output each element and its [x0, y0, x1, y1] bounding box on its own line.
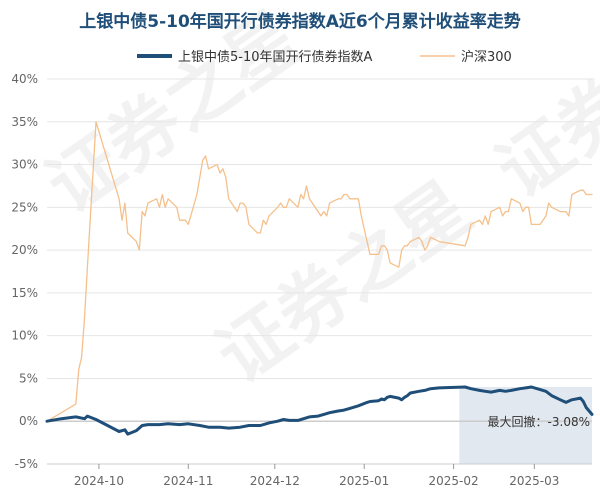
legend-label-fund[interactable]: 上银中债5-10年国开行债券指数A [178, 49, 373, 65]
y-tick-label: 35% [11, 115, 38, 129]
y-tick-label: 0% [19, 414, 38, 428]
legend: 上银中债5-10年国开行债券指数A 沪深300 [137, 49, 512, 65]
x-axis: 2024-10 2024-11 2024-12 2025-01 2025-02 2025-… [47, 463, 592, 488]
x-tick-label: 2025-02 [429, 474, 479, 488]
y-tick-label: 30% [11, 158, 38, 172]
y-tick-label: 40% [11, 72, 38, 86]
y-tick-label: 20% [11, 243, 38, 257]
watermark-text: 证券之星 [202, 165, 486, 399]
watermark-text: 证券之星 [32, 0, 316, 229]
y-tick-label: 15% [11, 286, 38, 300]
series-line-fund [45, 385, 594, 436]
y-tick-label: 10% [11, 329, 38, 343]
legend-label-csi300[interactable]: 沪深300 [461, 49, 512, 65]
x-tick-label: 2025-01 [339, 474, 389, 488]
series-line-csi300 [46, 121, 593, 422]
y-tick-label: 5% [19, 371, 38, 385]
x-tick-label: 2024-10 [74, 474, 124, 488]
y-axis: -5% 0% 5% 10% 15% 20% 25% 30% 35% 40% [11, 72, 38, 471]
x-tick-label: 2024-12 [250, 474, 300, 488]
y-tick-label: -5% [15, 457, 38, 471]
x-tick-label: 2025-03 [509, 474, 559, 488]
max-drawdown-label: 最大回撤：-3.08% [488, 414, 590, 429]
x-tick-label: 2024-11 [163, 474, 213, 488]
y-tick-label: 25% [11, 200, 38, 214]
series-layer [45, 121, 594, 436]
chart-title: 上银中债5-10年国开行债券指数A近6个月累计收益率走势 [79, 11, 521, 32]
watermark-text: 证券之星 [482, 0, 600, 214]
